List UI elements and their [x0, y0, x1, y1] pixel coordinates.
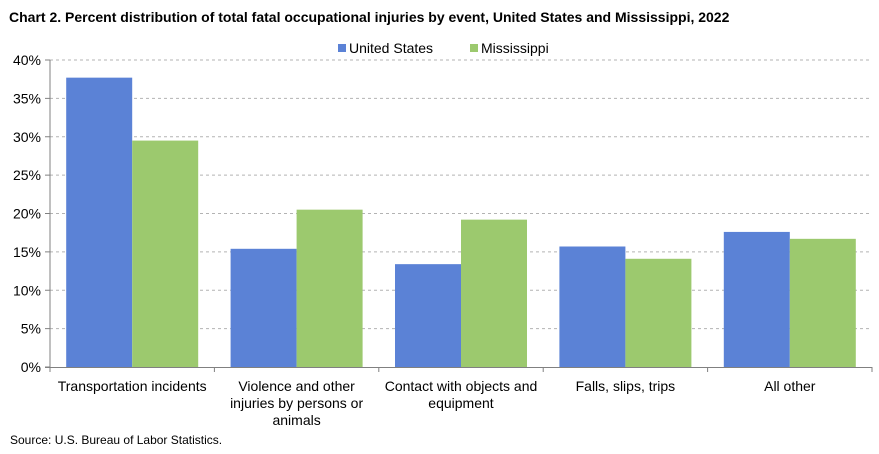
- category-label-line: injuries by persons or: [230, 395, 363, 411]
- y-tick-label: 15%: [13, 244, 41, 260]
- category-label-line: equipment: [428, 395, 493, 411]
- chart-title: Chart 2. Percent distribution of total f…: [9, 9, 730, 25]
- source-note: Source: U.S. Bureau of Labor Statistics.: [10, 433, 223, 447]
- legend-label: United States: [349, 40, 433, 56]
- category-label-line: All other: [764, 378, 816, 394]
- bar-mississippi: [461, 219, 527, 367]
- category-label: Transportation incidents: [58, 378, 207, 394]
- bar-united-states: [559, 246, 626, 367]
- legend-label: Mississippi: [481, 40, 549, 56]
- y-tick-label: 5%: [21, 321, 41, 337]
- legend: United States Mississippi: [338, 40, 549, 56]
- y-tick-label: 0%: [21, 359, 41, 375]
- y-tick-label: 30%: [13, 129, 41, 145]
- y-tick-label: 20%: [13, 206, 41, 222]
- y-tick-label: 35%: [13, 90, 41, 106]
- bar-united-states: [230, 248, 297, 367]
- category-label: Violence and other injuries by persons or…: [230, 378, 363, 428]
- category-label-line: Falls, slips, trips: [576, 378, 676, 394]
- axes: [45, 59, 873, 372]
- category-label: Falls, slips, trips: [576, 378, 676, 394]
- category-label-line: Violence and other: [238, 378, 355, 394]
- bar-mississippi: [625, 258, 692, 367]
- category-label-line: Transportation incidents: [58, 378, 207, 394]
- bar-mississippi: [789, 238, 856, 367]
- bar-united-states: [723, 231, 790, 367]
- category-label-line: animals: [272, 412, 320, 428]
- y-tick-label: 10%: [13, 282, 41, 298]
- bars: [66, 77, 856, 367]
- bar-united-states: [395, 264, 461, 367]
- y-tick-label: 25%: [13, 167, 41, 183]
- bar-mississippi: [132, 140, 199, 367]
- bar-mississippi: [296, 209, 363, 367]
- category-label-line: Contact with objects and: [385, 378, 538, 394]
- bar-united-states: [66, 77, 133, 367]
- legend-swatch: [338, 44, 346, 52]
- legend-swatch: [470, 44, 478, 52]
- category-label: Contact with objects and equipment: [385, 378, 538, 411]
- y-tick-labels: 0% 5% 10% 15% 20% 25% 30% 35% 40%: [13, 52, 41, 375]
- category-label: All other: [764, 378, 816, 394]
- y-tick-label: 40%: [13, 52, 41, 68]
- category-labels: Transportation incidents Violence and oth…: [58, 378, 816, 428]
